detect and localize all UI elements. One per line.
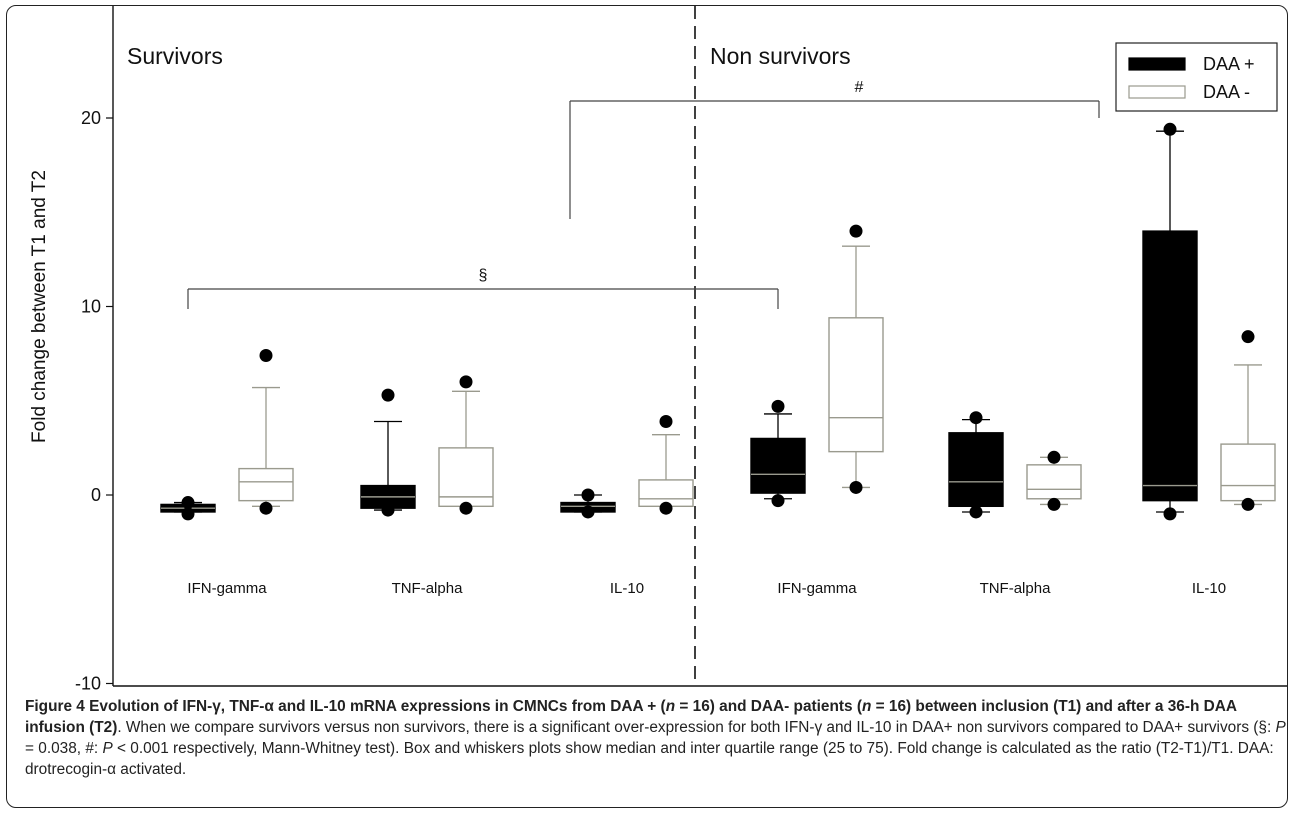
outlier-point [1163, 122, 1177, 136]
y-tick-label: -10 [75, 674, 101, 692]
caption-n2-rest: = 16) between inclusion (T1) and after a… [25, 698, 1237, 736]
y-tick-label: 10 [81, 297, 101, 317]
outlier-point [969, 411, 983, 425]
group-label: IL-10 [1192, 580, 1226, 597]
outlier-point [659, 414, 673, 428]
outlier-point [849, 480, 863, 494]
box-iqr [1026, 464, 1082, 500]
box-iqr [1220, 443, 1276, 502]
y-tick-label: 0 [91, 485, 101, 505]
box-iqr [750, 437, 806, 494]
group-label: IFN-gamma [777, 580, 857, 597]
box-iqr [948, 432, 1004, 508]
outlier-point [771, 494, 785, 508]
y-axis-title: Fold change between T1 and T2 [29, 170, 50, 443]
figure-caption: Figure 4 Evolution of IFN-γ, TNF-α and I… [25, 696, 1287, 780]
box-iqr [1142, 230, 1198, 502]
caption-n1-var: n [665, 698, 676, 715]
caption-p1-var: P [1275, 719, 1286, 736]
outlier-point [659, 501, 673, 515]
outlier-point [1047, 450, 1061, 464]
outlier-point [459, 501, 473, 515]
panel-title-non-survivors: Non survivors [710, 43, 851, 69]
outlier-point [181, 496, 195, 510]
outlier-point [969, 505, 983, 519]
outlier-point [1163, 507, 1177, 521]
significance-symbol: # [855, 79, 864, 96]
outlier-point [1047, 497, 1061, 511]
outlier-point [181, 507, 195, 521]
caption-p1-rest: = 0.038, #: [25, 740, 103, 757]
outlier-point [381, 503, 395, 517]
legend-label: DAA - [1203, 82, 1250, 102]
caption-title: Figure 4 Evolution of IFN-γ, TNF-α and I… [25, 698, 666, 715]
outlier-point [459, 375, 473, 389]
outlier-point [1241, 497, 1255, 511]
box-plot-chart: -10 0 10 20 Fold change between T1 and T2 Sur… [29, 6, 1287, 692]
legend-swatch [1128, 57, 1186, 71]
outlier-point [381, 388, 395, 402]
significance-symbol: § [479, 267, 488, 284]
legend-label: DAA + [1203, 54, 1255, 74]
caption-p2-rest: < 0.001 respectively, Mann-Whitney test)… [25, 740, 1274, 778]
panel-title-survivors: Survivors [127, 43, 223, 69]
outlier-point [581, 505, 595, 519]
group-label: IFN-gamma [187, 580, 267, 597]
caption-p2-var: P [102, 740, 113, 757]
group-label: IL-10 [610, 580, 644, 597]
group-label: TNF-alpha [392, 580, 464, 597]
outlier-point [771, 399, 785, 413]
outlier-point [1241, 330, 1255, 344]
box-iqr [238, 467, 294, 502]
legend-box [1115, 42, 1278, 112]
group-label: TNF-alpha [980, 580, 1052, 597]
outlier-point [581, 488, 595, 502]
outlier-point [849, 224, 863, 238]
outlier-point [259, 501, 273, 515]
box-iqr [828, 317, 884, 453]
legend-swatch [1128, 85, 1186, 99]
figure-frame: -10 0 10 20 Fold change between T1 and T2 Sur… [6, 5, 1288, 808]
caption-body-1: . When we compare survivors versus non s… [117, 719, 1276, 736]
caption-n2-var: n [861, 698, 872, 715]
y-tick-label: 20 [81, 108, 101, 128]
caption-n1-rest: = 16) and DAA- patients ( [675, 698, 862, 715]
outlier-point [259, 349, 273, 363]
